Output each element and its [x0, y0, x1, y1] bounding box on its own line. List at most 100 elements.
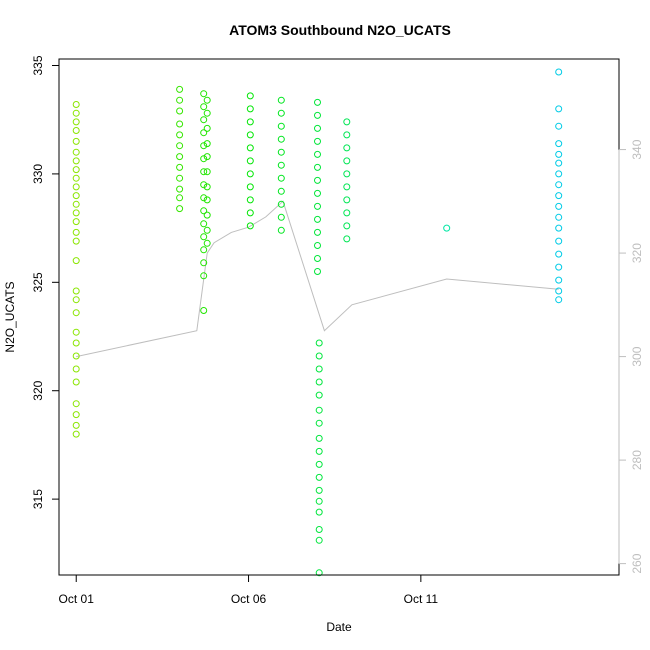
data-point — [176, 96, 184, 104]
data-point — [555, 159, 563, 167]
data-point — [555, 213, 563, 221]
data-point — [203, 168, 211, 176]
data-point — [555, 140, 563, 148]
data-point — [277, 226, 285, 234]
data-point — [176, 185, 184, 193]
data-point — [203, 140, 211, 148]
data-point — [277, 161, 285, 169]
y-tick-label: 330 — [31, 164, 45, 184]
data-point — [203, 211, 211, 219]
data-point — [343, 157, 351, 165]
data-point — [246, 118, 254, 126]
data-point — [72, 127, 80, 134]
data-point — [315, 508, 323, 516]
data-point — [315, 339, 323, 347]
data-point — [72, 183, 80, 191]
data-point — [203, 239, 211, 247]
data-point — [200, 90, 208, 98]
data-point — [200, 129, 208, 137]
data-point — [343, 183, 351, 191]
y2-tick-label: 280 — [630, 450, 644, 470]
data-point — [343, 144, 351, 152]
data-point — [315, 473, 323, 481]
data-point — [72, 192, 80, 200]
data-point — [200, 207, 208, 215]
data-point — [315, 419, 323, 427]
y-tick-label: 315 — [31, 489, 45, 509]
data-point — [200, 103, 208, 111]
data-point — [246, 144, 254, 152]
data-point — [203, 153, 211, 161]
data-point — [555, 237, 563, 245]
data-point — [315, 391, 323, 399]
data-point — [200, 246, 208, 254]
data-point — [315, 447, 323, 455]
data-point — [72, 218, 80, 226]
data-point — [277, 213, 285, 221]
data-point — [200, 194, 208, 202]
data-point — [72, 209, 80, 217]
data-point — [555, 250, 563, 258]
x-tick-label: Oct 01 — [59, 592, 95, 606]
data-point — [314, 124, 321, 132]
data-point — [315, 526, 323, 533]
data-point — [72, 101, 80, 108]
data-point — [203, 226, 211, 234]
data-point — [314, 137, 321, 145]
data-point — [555, 276, 563, 284]
data-point — [555, 192, 563, 200]
data-point — [246, 222, 254, 230]
data-point — [200, 272, 208, 280]
data-point — [72, 287, 80, 295]
data-point — [555, 150, 563, 158]
data-point — [343, 209, 351, 217]
data-point — [72, 109, 80, 117]
data-point — [277, 200, 285, 208]
data-point — [314, 189, 321, 197]
data-point — [314, 176, 321, 184]
data-point — [314, 255, 321, 262]
x-tick-label: Oct 06 — [231, 592, 267, 606]
data-point — [315, 569, 323, 577]
data-point — [277, 135, 285, 143]
data-point — [72, 352, 80, 360]
data-point — [277, 122, 285, 130]
x-tick-label: Oct 11 — [404, 592, 439, 606]
data-point — [72, 328, 80, 336]
data-point — [200, 220, 208, 228]
data-point — [315, 536, 323, 544]
data-point — [203, 124, 211, 132]
y2-tick-label: 320 — [630, 243, 644, 263]
data-point — [246, 105, 254, 113]
data-point — [555, 224, 563, 232]
data-point — [203, 183, 211, 191]
data-point — [72, 339, 80, 347]
data-point — [555, 287, 563, 295]
data-point — [314, 202, 321, 210]
data-point — [555, 202, 563, 210]
data-point — [277, 187, 285, 195]
data-point — [343, 118, 351, 126]
data-point — [314, 242, 321, 249]
data-point — [176, 205, 184, 213]
data-point — [200, 307, 208, 314]
y-tick-label: 335 — [31, 55, 45, 75]
data-point — [246, 196, 254, 204]
data-point — [555, 181, 563, 189]
data-point — [443, 224, 451, 232]
y2-tick-label: 300 — [630, 346, 644, 366]
data-point — [555, 296, 563, 304]
data-point — [315, 486, 323, 494]
data-point — [277, 96, 285, 104]
data-point — [277, 148, 285, 156]
data-point — [72, 228, 80, 236]
data-point — [555, 122, 563, 130]
data-point — [176, 85, 184, 93]
data-point — [315, 434, 323, 442]
data-point — [246, 92, 254, 100]
data-point — [343, 131, 351, 139]
data-point — [72, 309, 80, 317]
data-point — [343, 235, 351, 243]
data-point — [72, 400, 80, 408]
